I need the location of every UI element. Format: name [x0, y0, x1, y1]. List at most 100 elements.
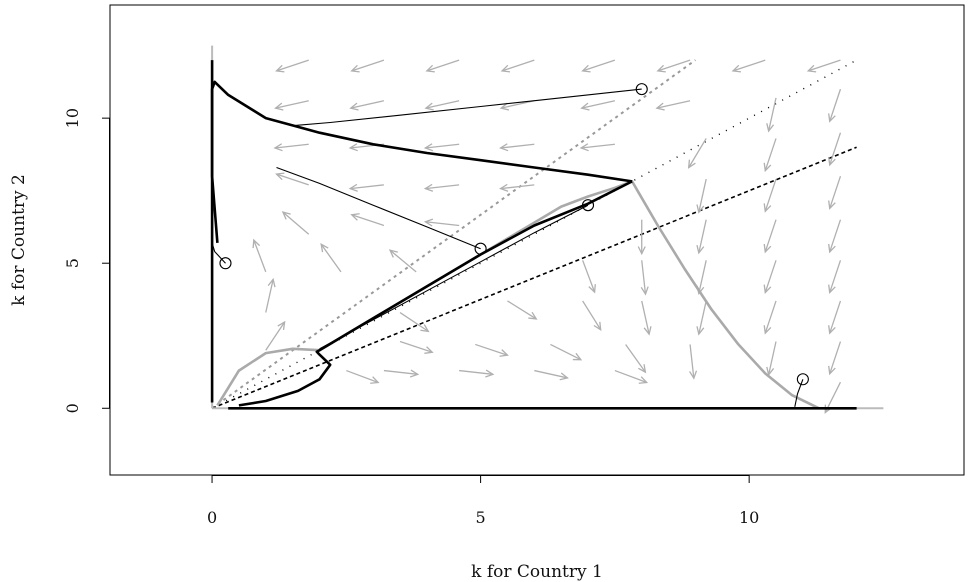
vector-arrow-shaft [581, 143, 615, 149]
vector-arrow [689, 344, 698, 380]
vector-arrow-shaft [507, 300, 537, 320]
vector-arrow [580, 100, 616, 111]
vector-arrow-shaft [320, 243, 342, 273]
vector-arrow [696, 178, 707, 214]
vector-arrow-shaft [459, 369, 493, 375]
vector-arrow-head [424, 346, 434, 354]
x-tick-label: 0 [207, 508, 217, 527]
vector-arrow-head [640, 286, 649, 296]
vector-arrow [581, 59, 616, 73]
vector-arrow-shaft [582, 260, 596, 293]
vector-arrow-shaft [274, 143, 309, 149]
vector-arrow-shaft [265, 279, 274, 313]
x-axis-label: k for Country 1 [471, 562, 603, 582]
vector-arrow [388, 249, 417, 273]
vector-arrow-head [388, 249, 398, 258]
trajectory-line [276, 166, 481, 250]
vector-arrow-shaft [425, 184, 460, 190]
vector-arrow [425, 59, 460, 73]
vector-arrow [656, 59, 691, 73]
vector-arrow-head [252, 238, 261, 249]
vector-arrow-head [499, 143, 509, 152]
vector-arrow-shaft [582, 59, 616, 72]
vector-arrow [350, 59, 385, 73]
vector-arrow [828, 175, 842, 210]
axes: 0 5 10 0 5 10 [63, 108, 759, 527]
vector-arrow-shaft [389, 249, 417, 273]
vector-arrow [275, 59, 309, 73]
vector-arrow-head [350, 64, 360, 73]
vector-arrow-head [763, 162, 772, 173]
vector-arrow-head [828, 284, 836, 294]
vector-arrow [696, 219, 707, 255]
vector-arrow-shaft [581, 100, 616, 109]
vector-arrow [320, 243, 342, 273]
vector-arrow [655, 100, 691, 111]
vector-arrow-shaft [426, 59, 460, 72]
vector-arrow [828, 341, 842, 376]
vector-arrow-head [528, 311, 538, 320]
x-tick-label: 5 [476, 508, 486, 527]
vector-arrow [265, 320, 286, 351]
vector-arrow-head [763, 203, 772, 213]
vector-arrow-head [638, 364, 647, 374]
vector-arrow [349, 100, 385, 111]
vector-arrow-shaft [689, 344, 695, 379]
vector-arrow [828, 300, 842, 335]
vector-arrow [763, 138, 777, 173]
vector-arrow-head [499, 183, 509, 192]
vector-arrow-head [572, 352, 583, 361]
vector-arrow-shaft [768, 97, 777, 132]
vector-arrow-shaft [698, 260, 707, 294]
trajectory-line [295, 88, 642, 126]
vector-arrow-head [828, 200, 836, 210]
vector-arrow-head [766, 123, 775, 133]
vector-arrow-shaft [657, 59, 691, 72]
vector-arrow-shaft [688, 138, 707, 168]
vector-arrow [423, 218, 460, 227]
vector-arrow-shaft [764, 178, 777, 212]
vector-arrow-shaft [276, 173, 309, 186]
vector-arrow-shaft [265, 321, 286, 351]
vector-arrow-shaft [275, 100, 309, 109]
vector-arrow [346, 369, 380, 384]
vector-arrow [424, 100, 460, 111]
vector-arrow-shaft [764, 219, 777, 253]
vector-arrow [275, 172, 309, 186]
y-tick-label: 10 [63, 108, 82, 128]
vector-arrow [399, 311, 430, 333]
vector-arrow-head [806, 64, 817, 73]
vector-arrow-shaft [425, 221, 460, 227]
vector-arrow [550, 343, 583, 361]
vector-arrow-head [579, 143, 589, 152]
vector-arrow [534, 369, 569, 381]
vector-arrow-head [267, 277, 276, 288]
vector-arrow [763, 260, 777, 294]
vector-arrow [475, 343, 509, 357]
vector-arrow-head [763, 325, 772, 335]
vector-arrow-shaft [346, 369, 379, 384]
vector-arrow [640, 260, 649, 296]
trajectory-line [319, 204, 589, 350]
vector-arrow-head [500, 64, 511, 73]
vector-arrow [828, 219, 842, 254]
vector-arrow-head [273, 143, 283, 152]
vector-arrow-shaft [500, 143, 535, 149]
start-point [796, 373, 809, 386]
vector-arrow-head [828, 156, 836, 167]
nullcline-curve [216, 180, 820, 410]
x-tick-label: 10 [739, 508, 759, 527]
vector-arrow-head [275, 64, 285, 73]
vector-arrow [828, 260, 842, 294]
boundary-curve [238, 180, 633, 407]
vector-arrow-head [593, 321, 602, 332]
vector-arrow-head [499, 102, 510, 111]
vector-arrow [763, 219, 777, 254]
vector-arrow [766, 97, 777, 133]
vector-arrow-shaft [829, 300, 842, 334]
vector-arrow-shaft [698, 178, 707, 213]
reference-line-dotted-black [211, 146, 857, 410]
start-point [581, 199, 595, 212]
